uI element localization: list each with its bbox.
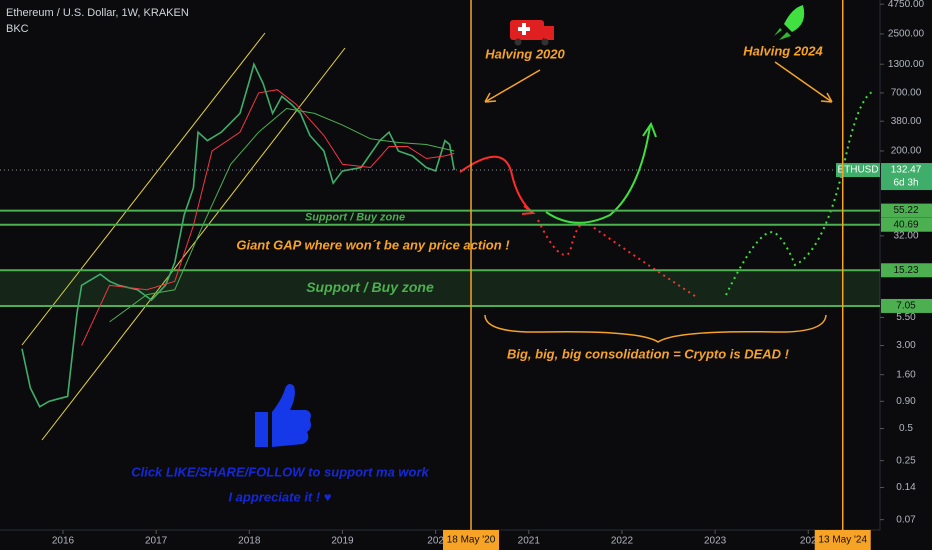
- arrow: [484, 69, 541, 103]
- level-label: 15.23: [893, 265, 918, 276]
- date-label-box: [814, 530, 871, 550]
- x-tick-label: 2021: [518, 536, 541, 547]
- channel-line: [21, 32, 266, 346]
- date-label: 13 May '24: [818, 535, 867, 546]
- y-tick-label: 1300.00: [888, 59, 925, 70]
- ambulance-icon: [510, 20, 554, 46]
- green-projection: [545, 125, 651, 224]
- arrow-head: [642, 121, 657, 138]
- channel-line: [41, 47, 346, 441]
- zone-text: Support / Buy zone: [305, 212, 405, 224]
- level-label: 7.05: [896, 301, 916, 312]
- level-label-box: [881, 263, 932, 278]
- price-label: 132.47: [891, 165, 922, 176]
- y-tick-label: 0.90: [896, 396, 916, 407]
- chart-title: Ethereum / U.S. Dollar, 1W, KRAKEN: [6, 7, 189, 19]
- x-tick-label: 202: [427, 536, 444, 547]
- like-text: Click LIKE/SHARE/FOLLOW to support ma wo…: [131, 464, 429, 479]
- halving-text: Halving 2024: [743, 43, 823, 58]
- date-label-box: [443, 530, 500, 550]
- x-tick-label: 2019: [331, 536, 354, 547]
- y-tick-label: 1.60: [896, 369, 916, 380]
- y-tick-label: 2500.00: [888, 29, 925, 40]
- halving-text: Halving 2020: [485, 46, 565, 61]
- y-tick-label: 0.5: [899, 423, 913, 434]
- thumbs-up-icon: [255, 384, 311, 447]
- price-box: [881, 163, 932, 191]
- zone: [0, 210, 880, 225]
- gap-text: Giant GAP where won´t be any price actio…: [236, 237, 510, 252]
- x-tick-label: 2022: [611, 536, 634, 547]
- y-tick-label: 32.00: [893, 231, 918, 242]
- brace: [484, 314, 827, 343]
- zone: [0, 270, 880, 306]
- y-tick-label: 4750.00: [888, 0, 925, 10]
- moving-average: [109, 107, 455, 323]
- y-tick-label: 380.00: [891, 116, 922, 127]
- x-tick-label: 2016: [52, 536, 75, 547]
- zone-text: Support / Buy zone: [306, 279, 434, 295]
- level-label-box: [881, 203, 932, 218]
- y-tick-label: 700.00: [891, 88, 922, 99]
- arrow-head: [521, 205, 536, 215]
- y-tick-label: 3.00: [896, 340, 916, 351]
- countdown-label: 6d 3h: [893, 178, 918, 189]
- y-tick-label: 5.50: [896, 312, 916, 323]
- x-tick-label: 2017: [145, 536, 168, 547]
- y-tick-label: 0.25: [896, 455, 916, 466]
- symbol-box: [836, 163, 880, 178]
- red-projection: [459, 155, 533, 213]
- level-label: 40.69: [893, 219, 918, 230]
- moving-average: [81, 89, 455, 346]
- x-tick-label: 202: [800, 536, 817, 547]
- y-tick-label: 0.14: [896, 482, 916, 493]
- x-tick-label: 2018: [238, 536, 261, 547]
- level-label-box: [881, 217, 932, 232]
- y-tick-label: 0.07: [896, 514, 916, 525]
- date-label: 18 May '20: [447, 535, 496, 546]
- y-tick-label: 200.00: [891, 146, 922, 157]
- appreciate-text: I appreciate it ! ♥: [228, 489, 331, 504]
- level-label-box: [881, 298, 932, 313]
- chart-subtitle: BKC: [6, 23, 29, 35]
- level-label: 55.22: [893, 205, 918, 216]
- arrow: [774, 61, 833, 103]
- symbol-label: ETHUSD: [837, 165, 878, 176]
- x-tick-label: 2023: [704, 536, 727, 547]
- price-line: [21, 61, 456, 408]
- consolidation-text: Big, big, big consolidation = Crypto is …: [507, 346, 790, 361]
- rocket-icon: [774, 5, 805, 40]
